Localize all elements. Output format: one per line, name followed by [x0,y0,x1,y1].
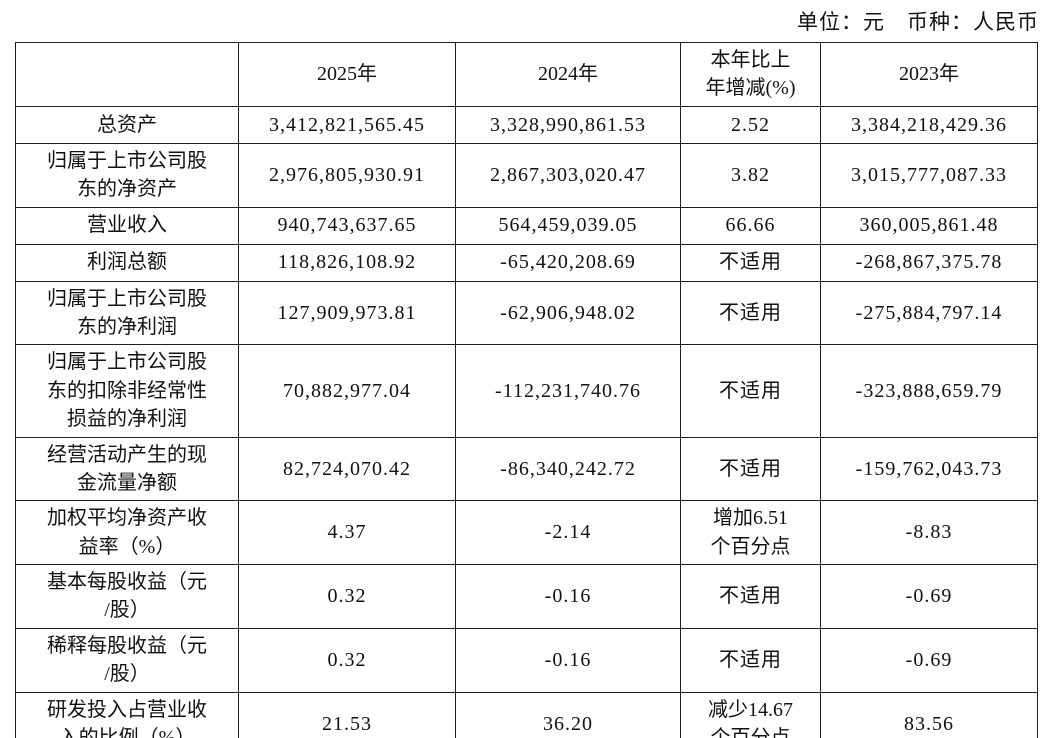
cell-2025: 4.37 [238,500,456,566]
cell-2024: -112,231,740.76 [455,344,681,438]
cell-2024: -65,420,208.69 [455,243,681,282]
cell-2023: -323,888,659.79 [820,344,1038,438]
cell-2024: -2.14 [455,500,681,566]
table-row-revenue: 营业收入 940,743,637.65 564,459,039.05 66.66… [15,206,1038,245]
cell-2023: 3,384,218,429.36 [820,105,1038,144]
table-row-net-profit-excl-nonrecurring: 归属于上市公司股 东的扣除非经常性 损益的净利润 70,882,977.04 -… [15,344,1038,438]
table-row-total-profit: 利润总额 118,826,108.92 -65,420,208.69 不适用 -… [15,243,1038,282]
cell-yoy: 2.52 [680,105,821,144]
cell-2024: 2,867,303,020.47 [455,142,681,208]
cell-2023: -0.69 [820,564,1038,629]
cell-2024: -0.16 [455,627,681,693]
cell-yoy: 不适用 [680,280,821,346]
cell-2024: -86,340,242.72 [455,436,681,502]
cell-2024: -62,906,948.02 [455,280,681,346]
cell-2025: 3,412,821,565.45 [238,105,456,144]
cell-2023: -159,762,043.73 [820,436,1038,502]
header-2025: 2025年 [238,42,456,107]
cell-2025: 21.53 [238,691,456,738]
cell-2025: 940,743,637.65 [238,206,456,245]
row-label: 研发投入占营业收 入的比例（%） [15,691,239,738]
header-indicator [15,42,239,107]
row-label: 经营活动产生的现 金流量净额 [15,436,239,502]
cell-yoy: 不适用 [680,564,821,629]
cell-yoy: 不适用 [680,436,821,502]
cell-2025: 2,976,805,930.91 [238,142,456,208]
row-label: 营业收入 [15,206,239,245]
cell-2023: -0.69 [820,627,1038,693]
cell-yoy: 不适用 [680,243,821,282]
table-row-diluted-eps: 稀释每股收益（元 /股） 0.32 -0.16 不适用 -0.69 [15,627,1038,693]
row-label: 加权平均净资产收 益率（%） [15,500,239,566]
cell-2025: 82,724,070.42 [238,436,456,502]
table-row-operating-cash-flow: 经营活动产生的现 金流量净额 82,724,070.42 -86,340,242… [15,436,1038,502]
cell-2023: -268,867,375.78 [820,243,1038,282]
row-label: 利润总额 [15,243,239,282]
row-label: 归属于上市公司股 东的净利润 [15,280,239,346]
cell-2023: -275,884,797.14 [820,280,1038,346]
table-row-basic-eps: 基本每股收益（元 /股） 0.32 -0.16 不适用 -0.69 [15,564,1038,629]
cell-2024: 3,328,990,861.53 [455,105,681,144]
table-row-net-assets: 归属于上市公司股 东的净资产 2,976,805,930.91 2,867,30… [15,142,1038,208]
row-label: 基本每股收益（元 /股） [15,564,239,629]
header-2024: 2024年 [455,42,681,107]
cell-yoy: 增加6.51 个百分点 [680,500,821,566]
row-label: 归属于上市公司股 东的净资产 [15,142,239,208]
cell-2024: 36.20 [455,691,681,738]
cell-2023: 3,015,777,087.33 [820,142,1038,208]
cell-2025: 0.32 [238,627,456,693]
row-label: 稀释每股收益（元 /股） [15,627,239,693]
cell-2025: 70,882,977.04 [238,344,456,438]
row-label: 归属于上市公司股 东的扣除非经常性 损益的净利润 [15,344,239,438]
table-row-net-profit: 归属于上市公司股 东的净利润 127,909,973.81 -62,906,94… [15,280,1038,346]
cell-2025: 127,909,973.81 [238,280,456,346]
cell-2024: 564,459,039.05 [455,206,681,245]
table-row-total-assets: 总资产 3,412,821,565.45 3,328,990,861.53 2.… [15,105,1038,144]
cell-2025: 0.32 [238,564,456,629]
unit-currency-note: 单位：元 币种：人民币 [797,10,1039,34]
cell-2023: 360,005,861.48 [820,206,1038,245]
header-row: 2025年 2024年 本年比上 年增减(%) 2023年 [15,42,1038,107]
cell-yoy: 3.82 [680,142,821,208]
table-row-weighted-avg-roe: 加权平均净资产收 益率（%） 4.37 -2.14 增加6.51 个百分点 -8… [15,500,1038,566]
cell-yoy: 66.66 [680,206,821,245]
cell-2024: -0.16 [455,564,681,629]
header-yoy-change: 本年比上 年增减(%) [680,42,821,107]
cell-yoy: 不适用 [680,627,821,693]
cell-2025: 118,826,108.92 [238,243,456,282]
cell-yoy: 不适用 [680,344,821,438]
cell-2023: -8.83 [820,500,1038,566]
row-label: 总资产 [15,105,239,144]
table-row-rnd-ratio: 研发投入占营业收 入的比例（%） 21.53 36.20 减少14.67 个百分… [15,691,1038,738]
cell-yoy: 减少14.67 个百分点 [680,691,821,738]
financial-summary-table: 2025年 2024年 本年比上 年增减(%) 2023年 总资产 3,412,… [15,42,1038,738]
cell-2023: 83.56 [820,691,1038,738]
header-2023: 2023年 [820,42,1038,107]
